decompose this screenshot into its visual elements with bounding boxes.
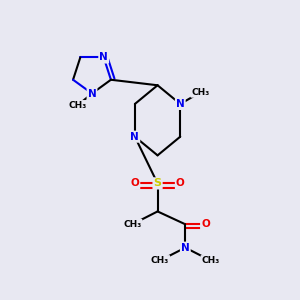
Text: CH₃: CH₃	[68, 101, 86, 110]
Text: O: O	[176, 178, 184, 188]
Text: N: N	[130, 132, 139, 142]
Text: N: N	[181, 243, 190, 253]
Text: O: O	[130, 178, 139, 188]
Text: CH₃: CH₃	[191, 88, 210, 97]
Text: N: N	[99, 52, 108, 62]
Text: CH₃: CH₃	[123, 220, 142, 229]
Text: CH₃: CH₃	[151, 256, 169, 265]
Text: CH₃: CH₃	[201, 256, 220, 265]
Text: S: S	[154, 178, 162, 188]
Text: O: O	[201, 219, 210, 229]
Text: N: N	[88, 88, 96, 98]
Text: N: N	[176, 99, 184, 109]
